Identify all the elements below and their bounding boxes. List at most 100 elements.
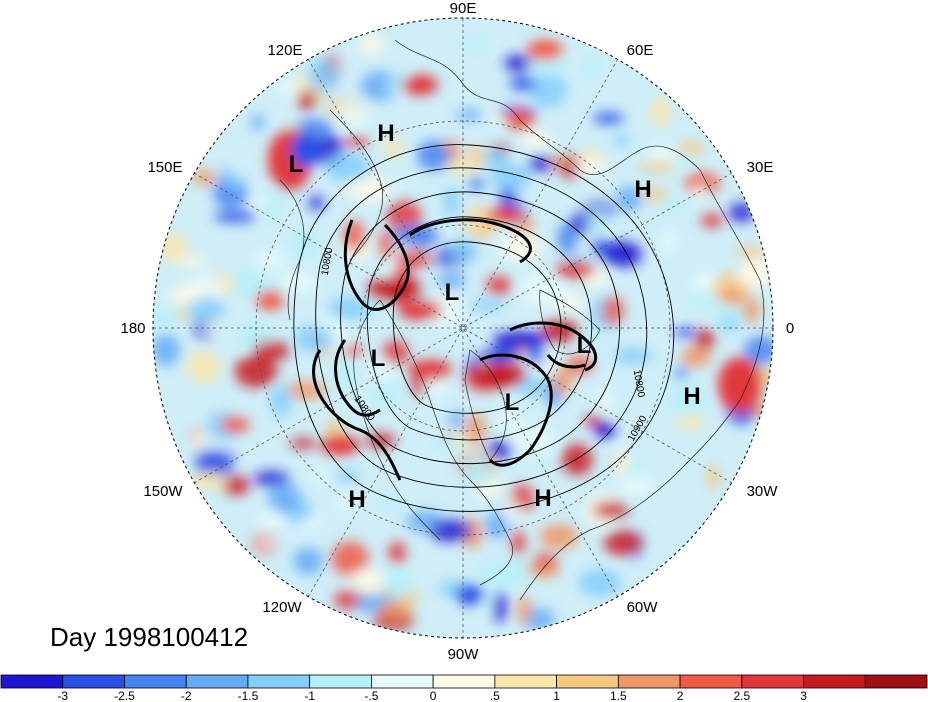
anomaly-patch — [744, 336, 773, 365]
colorbar-swatch — [370, 674, 434, 689]
colorbar-tick-label: -1 — [304, 689, 315, 702]
colorbar-swatch — [741, 674, 804, 689]
lon-label-0: 0 — [786, 320, 794, 337]
anomaly-patch — [528, 345, 545, 366]
anomaly-patch — [613, 133, 631, 146]
contour-label: 10800 — [320, 246, 336, 276]
anomaly-patch — [511, 529, 526, 557]
lon-label-150e: 150E — [147, 159, 182, 176]
anomaly-patch — [603, 241, 643, 268]
lon-label-90e: 90E — [450, 0, 477, 17]
anomaly-patch — [675, 152, 694, 167]
anomaly-patch — [202, 319, 220, 336]
anomaly-patch — [584, 414, 604, 427]
anomaly-patch — [484, 149, 509, 168]
anomaly-patch — [271, 384, 292, 418]
anomaly-patch — [518, 273, 560, 306]
anomaly-patch — [529, 53, 566, 78]
anomaly-patch — [213, 210, 256, 223]
colorbar-swatch — [247, 674, 311, 689]
anomaly-patch — [440, 298, 461, 331]
anomaly-patch — [669, 385, 708, 417]
anomaly-patch — [675, 142, 705, 156]
colorbar-tick-label: 1 — [553, 689, 560, 702]
anomaly-patch — [593, 112, 624, 125]
anomaly-patch — [549, 156, 568, 168]
anomaly-patch — [386, 80, 399, 94]
anomaly-patch — [402, 75, 438, 95]
anomaly-patch — [654, 197, 688, 210]
high-pressure-center: H — [683, 383, 700, 410]
colorbar-swatch — [617, 674, 681, 689]
anomaly-patch — [222, 475, 250, 496]
anomaly-patch — [503, 54, 533, 72]
anomaly-patch — [527, 40, 563, 60]
anomaly-patch — [257, 510, 288, 529]
anomaly-patch — [455, 430, 468, 448]
lon-label-90w: 90W — [448, 646, 480, 663]
anomaly-patch — [684, 172, 721, 195]
anomaly-patch — [461, 455, 494, 488]
colorbar-tick-label: -3 — [57, 689, 68, 702]
anomaly-patch — [671, 326, 696, 338]
colorbar-tick-label: 1.5 — [610, 689, 627, 702]
anomaly-patch — [252, 340, 291, 361]
anomaly-patch — [378, 601, 412, 620]
anomaly-patch — [502, 500, 521, 522]
anomaly-patch — [602, 296, 625, 325]
colorbar-tick-label: 0 — [430, 689, 437, 702]
anomaly-patch — [386, 200, 422, 231]
anomaly-patch — [735, 246, 766, 259]
colorbar-swatch — [62, 674, 125, 689]
anomaly-patch — [360, 71, 399, 102]
colorbar-swatch — [679, 674, 743, 689]
anomaly-patch — [325, 153, 370, 182]
anomaly-patch — [555, 262, 595, 278]
anomaly-patch — [573, 158, 608, 175]
anomaly-patch — [257, 537, 278, 548]
anomaly-patch — [511, 426, 553, 455]
colorbar-tick-label: 3 — [800, 689, 807, 702]
pressure-centers: H L H L L L L H H H — [289, 120, 701, 513]
anomaly-patch — [398, 300, 442, 320]
anomaly-patch — [342, 136, 370, 147]
lon-label-30w: 30W — [747, 483, 779, 500]
anomaly-patch — [595, 422, 615, 438]
longitude-labels: 90E 120E 60E 150E 30E 180 0 150W 30W 120… — [120, 0, 794, 663]
anomaly-patch — [748, 254, 763, 285]
anomaly-patch — [486, 441, 514, 459]
anomaly-patch — [583, 54, 600, 78]
anomaly-patch — [690, 292, 719, 306]
anomaly-patch — [334, 101, 370, 128]
anomaly-patch — [194, 448, 236, 465]
anomaly-patch — [437, 272, 466, 289]
anomaly-patch — [493, 591, 508, 623]
anomaly-patch — [328, 297, 370, 320]
anomaly-patch — [231, 269, 265, 298]
anomaly-patch — [159, 232, 188, 263]
anomaly-patch — [234, 355, 278, 388]
anomaly-patch — [336, 469, 360, 482]
lon-label-120w: 120W — [262, 599, 302, 616]
colorbar-swatch — [432, 674, 496, 689]
colorbar-swatch — [309, 674, 372, 689]
anomaly-patch — [581, 149, 601, 161]
colorbar-swatch — [864, 674, 928, 689]
anomaly-patch — [408, 360, 452, 380]
anomaly-patch — [278, 271, 317, 293]
anomaly-patch — [593, 501, 629, 519]
anomaly-patch — [469, 175, 485, 192]
colorbar-swatch — [124, 674, 187, 689]
anomaly-patch — [680, 346, 712, 367]
anomaly-patch — [256, 290, 284, 310]
anomaly-patch — [308, 57, 339, 92]
anomaly-patch — [694, 184, 707, 201]
anomaly-patch — [251, 114, 265, 131]
anomaly-patch — [509, 558, 532, 586]
anomaly-patch — [337, 493, 352, 512]
polar-map: 90E 120E 60E 150E 30E 180 0 150W 30W 120… — [120, 0, 794, 663]
high-pressure-center: H — [348, 486, 365, 513]
anomaly-patch — [447, 238, 478, 264]
anomaly-patch — [343, 344, 364, 357]
lon-label-30e: 30E — [747, 159, 774, 176]
